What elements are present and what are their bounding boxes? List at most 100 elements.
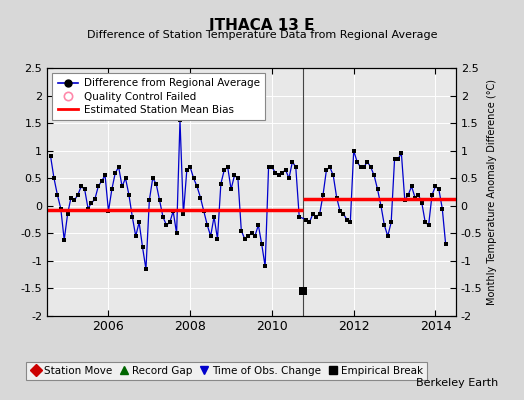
Point: [312, 214, 320, 220]
Point: [299, 288, 307, 294]
Point: [193, 183, 201, 190]
Point: [295, 214, 303, 220]
Point: [77, 183, 85, 190]
Point: [281, 167, 290, 173]
Point: [285, 175, 293, 182]
Point: [394, 156, 402, 162]
Point: [220, 167, 228, 173]
Point: [162, 222, 171, 228]
Point: [302, 216, 310, 223]
Point: [373, 186, 381, 192]
Point: [81, 186, 89, 192]
Text: ITHACA 13 E: ITHACA 13 E: [209, 18, 315, 33]
Point: [115, 164, 123, 170]
Point: [152, 180, 160, 187]
Point: [401, 197, 409, 204]
Point: [390, 156, 399, 162]
Point: [189, 175, 198, 182]
Point: [404, 192, 412, 198]
Point: [196, 194, 205, 201]
Point: [291, 164, 300, 170]
Point: [336, 208, 344, 214]
Point: [159, 214, 167, 220]
Point: [356, 164, 365, 170]
Point: [408, 183, 416, 190]
Point: [247, 230, 256, 236]
Point: [53, 192, 61, 198]
Point: [135, 219, 144, 226]
Point: [288, 158, 297, 165]
Point: [186, 164, 194, 170]
Point: [367, 164, 375, 170]
Point: [315, 211, 324, 217]
Point: [67, 194, 75, 201]
Point: [271, 170, 279, 176]
Point: [424, 222, 433, 228]
Point: [166, 219, 174, 226]
Point: [428, 192, 436, 198]
Point: [254, 222, 263, 228]
Point: [179, 211, 188, 217]
Point: [278, 170, 286, 176]
Point: [442, 241, 450, 248]
Point: [122, 175, 130, 182]
Point: [268, 164, 276, 170]
Point: [319, 192, 328, 198]
Point: [87, 200, 95, 206]
Legend: Station Move, Record Gap, Time of Obs. Change, Empirical Break: Station Move, Record Gap, Time of Obs. C…: [27, 362, 428, 380]
Point: [309, 211, 317, 217]
Point: [360, 164, 368, 170]
Point: [145, 197, 154, 204]
Point: [125, 192, 133, 198]
Point: [363, 158, 372, 165]
Point: [438, 205, 446, 212]
Point: [227, 186, 235, 192]
Point: [63, 211, 72, 217]
Point: [203, 222, 212, 228]
Point: [346, 219, 355, 226]
Point: [329, 172, 337, 179]
Point: [275, 172, 283, 179]
Point: [46, 153, 54, 159]
Point: [73, 192, 82, 198]
Point: [397, 150, 406, 157]
Point: [200, 208, 208, 214]
Point: [97, 178, 106, 184]
Point: [111, 170, 119, 176]
Point: [206, 233, 215, 239]
Point: [414, 192, 422, 198]
Text: Difference of Station Temperature Data from Regional Average: Difference of Station Temperature Data f…: [87, 30, 437, 40]
Point: [326, 164, 334, 170]
Point: [332, 194, 341, 201]
Point: [217, 180, 225, 187]
Point: [70, 197, 79, 204]
Point: [418, 200, 426, 206]
Point: [176, 117, 184, 124]
Point: [384, 233, 392, 239]
Point: [91, 196, 99, 202]
Point: [169, 208, 177, 214]
Point: [380, 222, 389, 228]
Point: [370, 172, 378, 179]
Point: [353, 158, 361, 165]
Point: [94, 183, 103, 190]
Point: [118, 183, 126, 190]
Point: [244, 233, 253, 239]
Point: [142, 266, 150, 272]
Point: [377, 202, 385, 209]
Point: [101, 172, 110, 179]
Point: [138, 244, 147, 250]
Point: [421, 219, 430, 226]
Point: [156, 197, 164, 204]
Point: [183, 167, 191, 173]
Point: [350, 148, 358, 154]
Point: [128, 214, 136, 220]
Point: [241, 236, 249, 242]
Point: [84, 205, 92, 212]
Point: [411, 194, 419, 201]
Point: [434, 186, 443, 192]
Point: [57, 205, 65, 212]
Text: Berkeley Earth: Berkeley Earth: [416, 378, 498, 388]
Point: [234, 175, 242, 182]
Point: [230, 172, 238, 179]
